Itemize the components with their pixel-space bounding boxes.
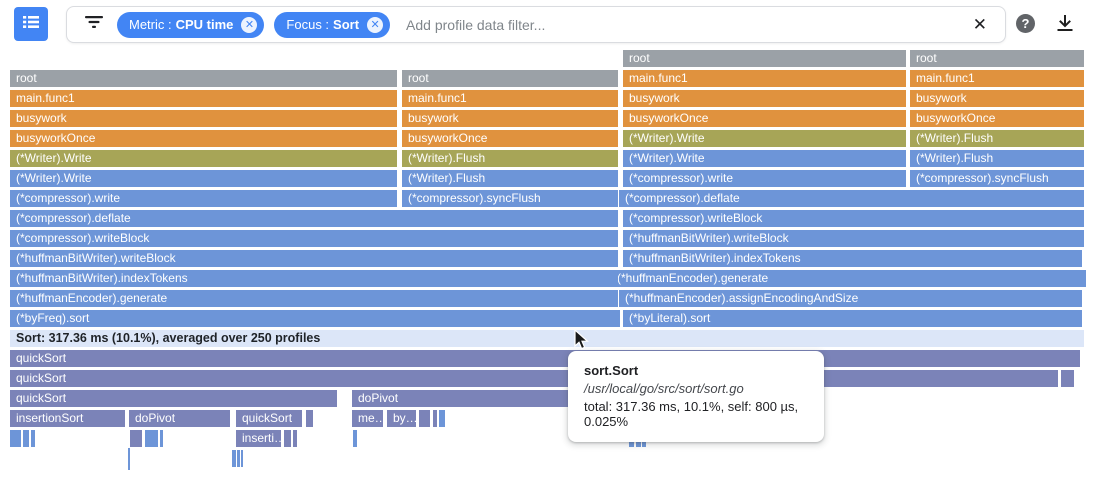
flame-frame[interactable] bbox=[284, 430, 291, 447]
flame-frame[interactable]: (*compressor).deflate bbox=[619, 190, 1084, 207]
flame-frame[interactable]: (*compressor).writeBlock bbox=[623, 210, 1084, 227]
flame-frame[interactable] bbox=[31, 430, 35, 447]
flame-frame[interactable]: (*byFreq).sort bbox=[10, 310, 620, 327]
flame-frame[interactable]: me… bbox=[352, 410, 383, 427]
flame-frame[interactable]: root bbox=[910, 50, 1084, 67]
flame-frame[interactable]: busywork bbox=[910, 90, 1084, 107]
chip-remove-icon[interactable]: ✕ bbox=[367, 16, 384, 33]
chip-value: Sort bbox=[333, 17, 360, 32]
flame-frame[interactable]: (*huffmanBitWriter).indexTokens bbox=[623, 250, 1082, 267]
flame-frame[interactable]: (*huffmanBitWriter).indexTokens bbox=[10, 270, 618, 287]
flame-frame[interactable]: (*Writer).Write bbox=[623, 150, 906, 167]
flame-frame[interactable]: (*compressor).syncFlush bbox=[402, 190, 618, 207]
chip-prefix: Focus : bbox=[286, 17, 330, 32]
profile-filter-bar[interactable]: Metric : CPU time ✕ Focus : Sort ✕ Add p… bbox=[66, 6, 1006, 43]
flame-frame[interactable] bbox=[1061, 370, 1074, 387]
flame-frame[interactable] bbox=[237, 450, 240, 467]
tooltip-function-name: sort.Sort bbox=[584, 363, 639, 378]
flame-frame[interactable] bbox=[433, 410, 437, 427]
flame-frame[interactable]: busyworkOnce bbox=[623, 110, 906, 127]
flame-frame[interactable]: main.func1 bbox=[623, 70, 906, 87]
help-icon[interactable]: ? bbox=[1016, 14, 1035, 33]
filter-chip-focus[interactable]: Focus : Sort ✕ bbox=[274, 11, 391, 38]
flame-frame[interactable]: (*compressor).writeBlock bbox=[10, 230, 618, 247]
filter-input-placeholder[interactable]: Add profile data filter... bbox=[406, 16, 546, 33]
flame-frame[interactable]: quickSort bbox=[10, 350, 1080, 367]
toolbar: Metric : CPU time ✕ Focus : Sort ✕ Add p… bbox=[0, 0, 1096, 48]
flame-frame[interactable]: (*huffmanBitWriter).writeBlock bbox=[10, 250, 618, 267]
flame-frame[interactable] bbox=[130, 430, 142, 447]
flame-frame[interactable]: root bbox=[10, 70, 397, 87]
flame-frame[interactable]: quickSort bbox=[236, 410, 302, 427]
flame-frame[interactable]: busyworkOnce bbox=[910, 110, 1084, 127]
flame-frame[interactable]: by… bbox=[387, 410, 416, 427]
chip-value: CPU time bbox=[175, 17, 234, 32]
frame-tooltip: sort.Sort /usr/local/go/src/sort/sort.go… bbox=[568, 351, 824, 442]
flame-frame[interactable]: (*Writer).Write bbox=[623, 130, 906, 147]
view-list-icon bbox=[22, 13, 40, 36]
flame-frame[interactable]: (*Writer).Write bbox=[10, 170, 397, 187]
flame-frame[interactable]: (*huffmanEncoder).assignEncodingAndSize bbox=[619, 290, 1082, 307]
flame-frame[interactable]: (*compressor).write bbox=[623, 170, 906, 187]
menu-button[interactable] bbox=[14, 7, 48, 41]
flame-frame[interactable]: (*huffmanBitWriter).writeBlock bbox=[623, 230, 1084, 247]
flame-frame[interactable]: busywork bbox=[402, 110, 618, 127]
flame-frame[interactable] bbox=[145, 430, 158, 447]
flame-frame[interactable] bbox=[306, 410, 313, 427]
flame-frame[interactable] bbox=[353, 430, 357, 447]
flame-frame[interactable]: (*Writer).Flush bbox=[910, 150, 1084, 167]
download-icon[interactable] bbox=[1053, 12, 1077, 36]
flame-frame[interactable]: doPivot bbox=[129, 410, 230, 427]
flame-frame[interactable]: (*compressor).write bbox=[10, 190, 397, 207]
flame-frame[interactable]: busyworkOnce bbox=[10, 130, 397, 147]
flame-frame[interactable]: busywork bbox=[623, 90, 906, 107]
flame-frame[interactable] bbox=[232, 450, 236, 467]
tooltip-source-path: /usr/local/go/src/sort/sort.go bbox=[584, 381, 744, 396]
flame-frame[interactable]: (*huffmanEncoder).generate bbox=[611, 270, 1086, 287]
flame-frame[interactable]: quickSort bbox=[10, 370, 1058, 387]
flame-frame[interactable] bbox=[439, 410, 445, 427]
flame-frame[interactable]: busywork bbox=[10, 110, 397, 127]
flame-frame[interactable]: (*byLiteral).sort bbox=[623, 310, 1082, 327]
flame-frame[interactable]: quickSort bbox=[10, 390, 337, 407]
chip-prefix: Metric : bbox=[129, 17, 172, 32]
flame-frame[interactable]: (*Writer).Write bbox=[10, 150, 397, 167]
flame-frame[interactable] bbox=[419, 410, 430, 427]
flame-frame[interactable]: inserti… bbox=[236, 430, 281, 447]
flame-frame[interactable]: (*Writer).Flush bbox=[910, 130, 1084, 147]
flame-frame[interactable]: (*compressor).syncFlush bbox=[910, 170, 1084, 187]
flame-frame[interactable]: insertionSort bbox=[10, 410, 125, 427]
filter-list-icon bbox=[85, 15, 103, 34]
chip-remove-icon[interactable]: ✕ bbox=[241, 16, 258, 33]
flame-frame[interactable] bbox=[128, 448, 130, 470]
flame-frame[interactable] bbox=[293, 430, 297, 447]
filter-chip-metric[interactable]: Metric : CPU time ✕ bbox=[117, 11, 265, 38]
flame-frame[interactable] bbox=[23, 430, 29, 447]
flame-frame[interactable]: (*huffmanEncoder).generate bbox=[10, 290, 618, 307]
focus-row-sort[interactable]: Sort: 317.36 ms (10.1%), averaged over 2… bbox=[10, 330, 1084, 347]
flame-frame[interactable]: root bbox=[402, 70, 618, 87]
flame-frame[interactable]: (*Writer).Flush bbox=[402, 170, 618, 187]
flame-frame[interactable]: (*Writer).Flush bbox=[402, 150, 618, 167]
flame-frame[interactable] bbox=[160, 430, 163, 447]
flame-frame[interactable]: main.func1 bbox=[10, 90, 397, 107]
flame-frame[interactable] bbox=[241, 450, 243, 467]
clear-filters-icon[interactable]: ✕ bbox=[972, 14, 987, 34]
flame-frame[interactable]: main.func1 bbox=[910, 70, 1084, 87]
flame-frame[interactable]: root bbox=[623, 50, 906, 67]
flame-frame[interactable]: (*compressor).deflate bbox=[10, 210, 618, 227]
flame-frame[interactable]: busyworkOnce bbox=[402, 130, 618, 147]
tooltip-stats: total: 317.36 ms, 10.1%, self: 800 µs, 0… bbox=[584, 399, 799, 429]
flame-frame[interactable]: main.func1 bbox=[402, 90, 618, 107]
flame-frame[interactable] bbox=[10, 430, 21, 447]
